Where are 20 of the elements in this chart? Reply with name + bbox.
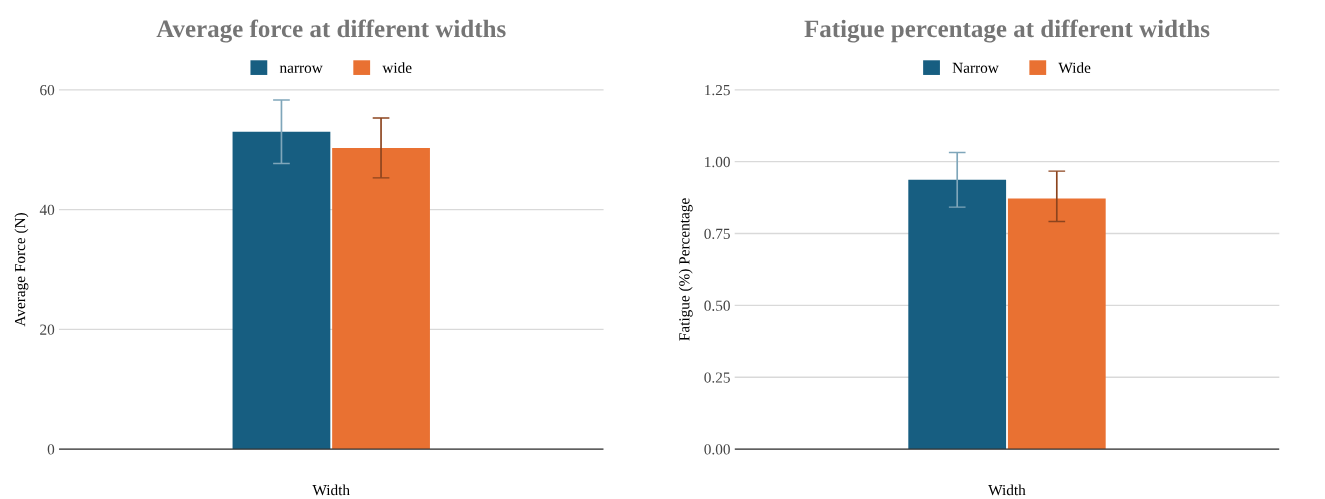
y-tick-label: 20 xyxy=(40,324,55,335)
x-axis-title: Width xyxy=(988,484,1026,496)
y-tick-label: 0.00 xyxy=(704,444,730,455)
y-tick-label: 40 xyxy=(39,204,55,216)
y-tick-label: 0.25 xyxy=(704,372,730,383)
legend-label: Narrow xyxy=(952,62,999,73)
chart-title: Average force at different widths xyxy=(156,19,506,43)
chart-title: Fatigue percentage at different widths xyxy=(804,19,1210,43)
y-axis-title: Average Force (N) xyxy=(14,213,29,327)
y-tick-label: 1.00 xyxy=(705,156,730,168)
y-axis-title: Fatigue (%) Percentage xyxy=(678,198,693,341)
y-tick-label: 1.25 xyxy=(705,85,730,96)
x-axis-title: Width xyxy=(312,484,350,496)
legend-label: wide xyxy=(382,62,412,73)
legend-label: narrow xyxy=(279,65,323,73)
legend-label: Wide xyxy=(1058,62,1091,74)
y-tick-label: 0 xyxy=(47,444,55,455)
y-tick-label: 0.50 xyxy=(704,300,730,311)
y-tick-label: 60 xyxy=(40,84,55,96)
y-tick-label: 0.75 xyxy=(704,228,730,240)
